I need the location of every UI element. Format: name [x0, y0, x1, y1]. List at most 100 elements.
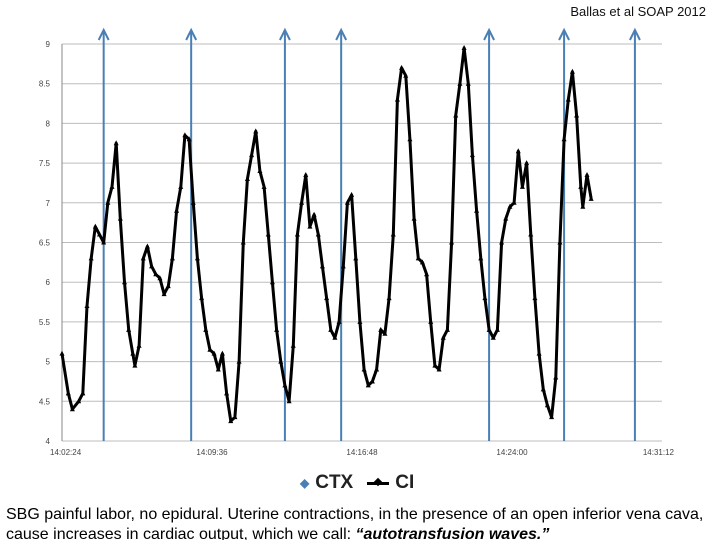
- ci-point: [580, 203, 586, 209]
- ci-point: [474, 207, 480, 213]
- ci-point: [286, 398, 292, 404]
- ci-point: [165, 283, 171, 289]
- ci-point: [257, 168, 263, 174]
- ci-point: [449, 239, 455, 245]
- legend-ctx: ◆ CTX: [300, 472, 353, 494]
- x-tick-label: 14:09:36: [196, 448, 228, 457]
- ctx-arrowhead: [185, 27, 198, 41]
- ci-point: [261, 183, 267, 189]
- ci-point: [532, 295, 538, 301]
- x-tick-label: 14:16:48: [346, 448, 378, 457]
- ci-point: [69, 406, 75, 412]
- ci-point: [486, 326, 492, 332]
- y-tick-label: 8: [46, 119, 51, 128]
- ci-point: [299, 199, 305, 205]
- ci-point: [357, 318, 363, 324]
- source-label: Ballas et al SOAP 2012: [570, 4, 706, 19]
- ci-point: [536, 350, 542, 356]
- ctx-arrowhead: [558, 27, 570, 41]
- ci-point: [399, 64, 405, 70]
- ci-point: [428, 318, 434, 324]
- ci-point: [557, 239, 563, 245]
- ci-point: [194, 255, 200, 261]
- legend-ci-label: CI: [395, 472, 415, 493]
- ci-point: [140, 255, 146, 261]
- ci-point: [411, 215, 417, 221]
- ci-point: [394, 96, 400, 102]
- legend-ci: CI: [367, 472, 414, 494]
- ci-point: [315, 231, 321, 237]
- ci-point: [207, 346, 213, 352]
- y-tick-label: 4: [46, 437, 51, 446]
- y-tick-label: 4.5: [39, 397, 51, 406]
- ci-point: [436, 366, 442, 372]
- ci-point: [490, 334, 496, 340]
- ci-point: [499, 239, 505, 245]
- ci-chart: 4 4.5 5 5.5 6 6.5 7 7.5 8 8.5 9 14:02:24 14:09:36 14:…: [39, 27, 675, 457]
- ci-legend-marker: [367, 481, 390, 485]
- y-tick-label: 6: [46, 278, 51, 287]
- ci-point: [307, 223, 313, 229]
- ci-point: [544, 402, 550, 408]
- ci-point: [540, 386, 546, 392]
- x-tick-label: 14:24:00: [496, 448, 528, 457]
- ci-point: [186, 136, 192, 142]
- ci-point: [211, 350, 217, 356]
- ctx-arrowhead: [279, 27, 291, 41]
- ctx-legend-marker: ◆: [300, 476, 310, 490]
- y-tick-label: 6.5: [39, 239, 51, 248]
- ci-point: [457, 80, 463, 86]
- ci-point: [482, 295, 488, 301]
- ci-point: [153, 271, 159, 277]
- ci-point: [113, 140, 119, 146]
- ci-point: [440, 334, 446, 340]
- y-tick-label: 5: [46, 358, 51, 367]
- ci-point: [403, 72, 409, 78]
- ctx-arrowhead: [629, 27, 641, 41]
- ci-point: [584, 172, 590, 178]
- legend-ctx-label: CTX: [315, 472, 354, 493]
- ci-point: [328, 326, 334, 332]
- ci-point: [415, 255, 421, 261]
- ci-point: [303, 172, 309, 178]
- ci-point: [386, 295, 392, 301]
- ci-point: [340, 263, 346, 269]
- ci-point: [105, 199, 111, 205]
- ci-point: [503, 215, 509, 221]
- x-tick-label: 14:02:24: [50, 448, 82, 457]
- ci-point: [161, 291, 167, 297]
- ci-point: [97, 231, 102, 237]
- ci-point: [365, 382, 371, 388]
- ci-point: [353, 255, 359, 261]
- ci-point: [203, 326, 209, 332]
- ci-point: [407, 136, 413, 142]
- ci-point: [369, 378, 375, 384]
- ci-point: [65, 390, 71, 396]
- ci-point: [390, 231, 396, 237]
- ci-point: [378, 326, 384, 332]
- y-tick-label: 9: [46, 40, 51, 49]
- ci-point: [136, 342, 142, 348]
- ci-point: [336, 318, 342, 324]
- ci-point: [332, 334, 338, 340]
- ci-point: [424, 271, 430, 277]
- ci-point: [290, 342, 296, 348]
- y-tick-label: 8.5: [39, 80, 51, 89]
- ci-point: [132, 362, 138, 368]
- ci-point: [344, 199, 350, 205]
- ci-point: [240, 239, 246, 245]
- ci-point: [478, 255, 484, 261]
- ci-point: [528, 231, 534, 237]
- ci-point: [117, 215, 123, 221]
- ci-point: [236, 358, 242, 364]
- ci-point: [588, 195, 594, 201]
- ci-point: [511, 199, 517, 205]
- ci-point: [228, 418, 234, 424]
- ci-point: [274, 326, 280, 332]
- x-tick-label: 14:31:12: [643, 448, 675, 457]
- ci-point: [80, 390, 86, 396]
- ci-point: [88, 255, 94, 261]
- ci-point: [515, 148, 521, 154]
- ci-point: [244, 175, 250, 181]
- ci-point: [269, 279, 275, 285]
